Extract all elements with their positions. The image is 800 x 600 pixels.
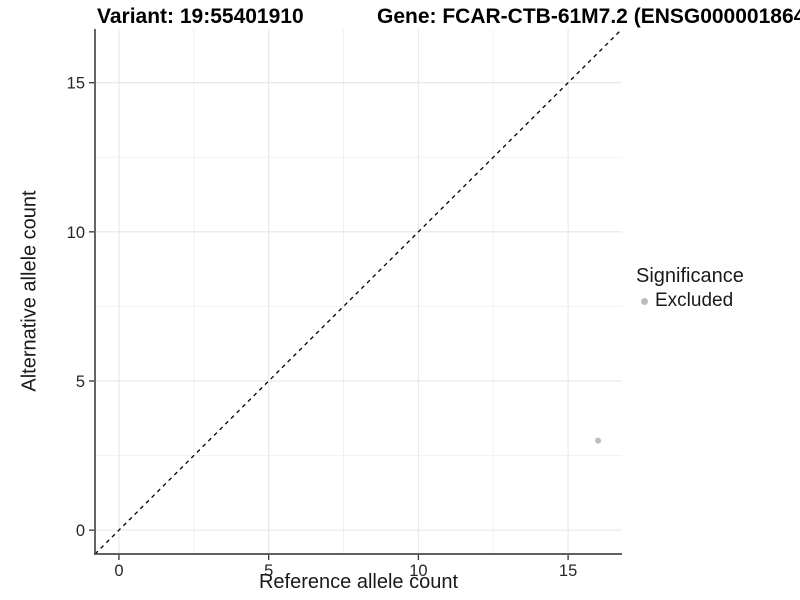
x-axis-title: Reference allele count: [258, 571, 458, 593]
y-axis-title: Alternative allele count: [18, 190, 41, 392]
legend: Significance Excluded: [636, 264, 744, 312]
x-tick-label: 10: [409, 562, 427, 580]
legend-item-excluded: Excluded: [636, 290, 744, 312]
x-tick-label: 5: [264, 562, 273, 580]
data-points: [595, 437, 602, 444]
y-tick-label: 15: [67, 75, 85, 93]
gene-title: Gene: FCAR-CTB-61M7.2 (ENSG00000186431): [377, 5, 800, 28]
legend-title: Significance: [636, 265, 744, 287]
tick-labels: 0 5 10 15 0 5 10 15: [67, 75, 578, 580]
x-tick-label: 0: [114, 562, 123, 580]
legend-item-label: Excluded: [655, 290, 734, 311]
grid-major: [95, 29, 622, 554]
y-tick-label: 0: [76, 522, 85, 540]
tick-marks: [89, 82, 569, 560]
variant-title: Variant: 19:55401910: [97, 5, 304, 28]
data-point: [595, 437, 602, 444]
identity-line: [94, 28, 623, 555]
x-tick-label: 15: [559, 562, 577, 580]
legend-point-icon: [641, 297, 648, 305]
y-tick-label: 10: [67, 224, 85, 242]
y-tick-label: 5: [76, 373, 85, 391]
axis-lines: [94, 29, 622, 555]
grid-minor: [95, 29, 622, 554]
